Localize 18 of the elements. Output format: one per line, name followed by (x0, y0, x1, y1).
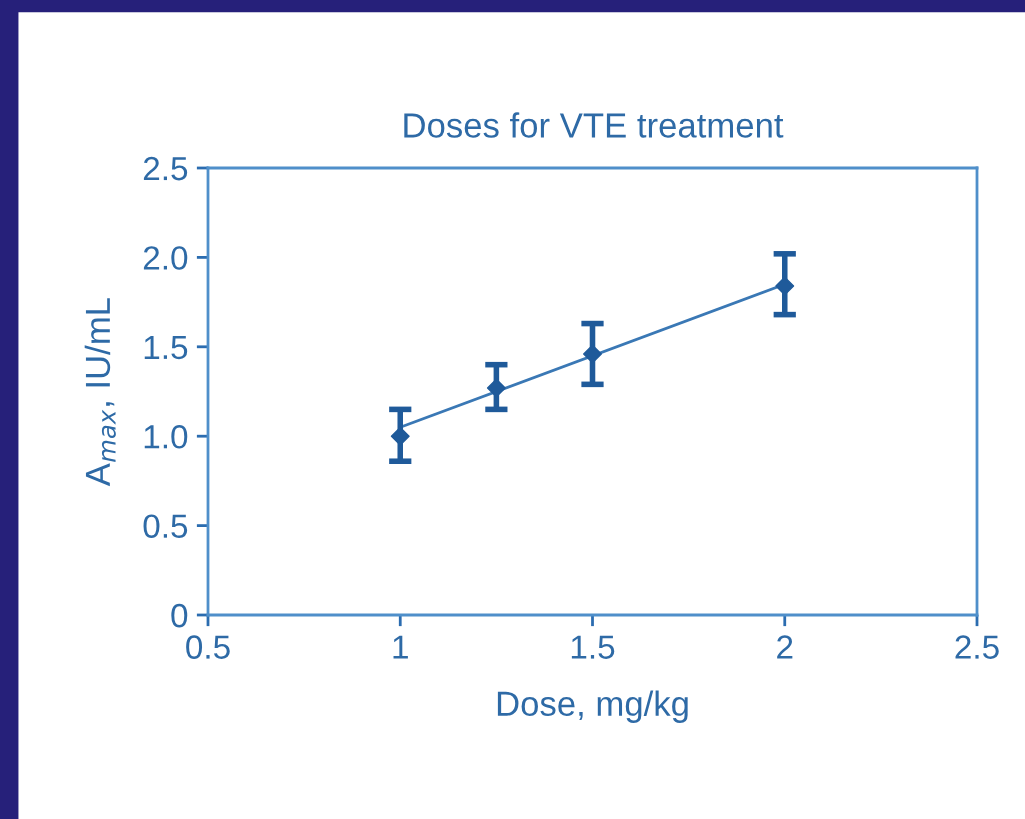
x-tick-label: 2 (777, 635, 793, 659)
y-axis-title: A$_{max}$, IU/mL (84, 298, 116, 487)
x-tick-label: 1.5 (571, 635, 615, 659)
y-tick-label: 0.5 (143, 514, 188, 539)
point (775, 276, 795, 296)
y-tick-label: 0 (171, 603, 188, 628)
point (390, 426, 410, 446)
y-tick-label: 1.5 (144, 335, 188, 360)
y-tick-label: 2.0 (143, 246, 188, 270)
chart-title: Doses for VTE treatment (404, 112, 784, 138)
x-tick-label: 0.5 (186, 635, 230, 659)
x-axis-title: Dose, mg/kg (497, 690, 688, 723)
x-tick-label: 2.5 (955, 635, 999, 659)
y-tick-label: 1.0 (144, 425, 188, 449)
point (486, 378, 506, 398)
y-tick-label: 2.5 (143, 156, 188, 181)
point (583, 344, 602, 364)
x-tick-label: 1 (393, 635, 408, 659)
